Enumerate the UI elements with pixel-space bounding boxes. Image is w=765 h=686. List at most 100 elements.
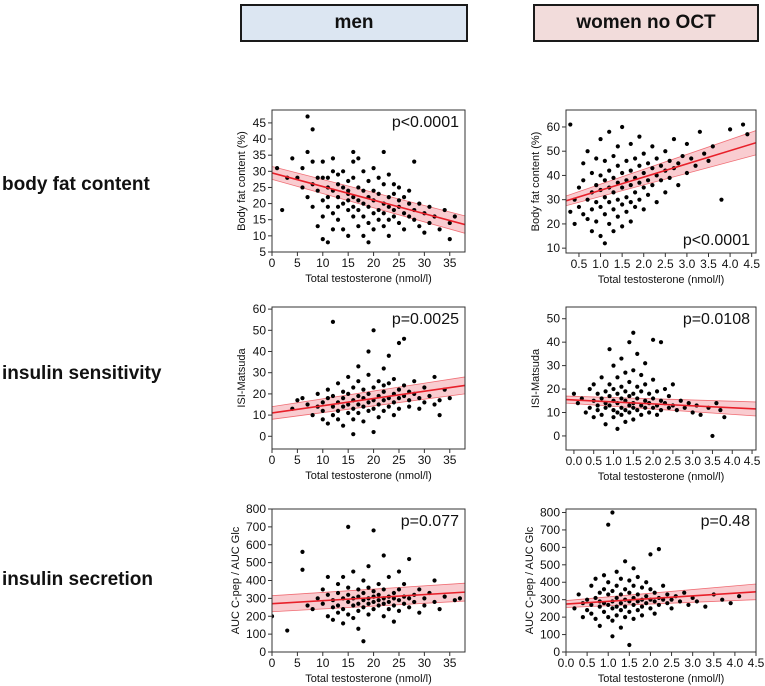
- data-point: [598, 136, 603, 142]
- y-tick-label: 60: [253, 302, 267, 316]
- x-tick-label: 20: [367, 656, 381, 670]
- x-tick-label: 1.5: [621, 656, 638, 670]
- data-point: [401, 336, 407, 341]
- x-tick-label: 2.5: [663, 656, 680, 670]
- data-point: [401, 195, 407, 200]
- data-point: [335, 590, 341, 596]
- data-point: [571, 391, 577, 396]
- y-tick-label: 10: [253, 408, 267, 422]
- x-tick-label: 35: [443, 256, 457, 270]
- data-point: [611, 363, 616, 368]
- y-tick-label: 25: [253, 180, 267, 194]
- data-point: [594, 183, 599, 188]
- data-point: [720, 597, 725, 602]
- data-point: [285, 628, 290, 633]
- data-point: [366, 564, 371, 569]
- data-point: [568, 209, 573, 214]
- data-point: [648, 587, 653, 592]
- data-point: [341, 621, 346, 626]
- data-point: [631, 566, 636, 571]
- data-point: [607, 221, 612, 227]
- data-point: [442, 207, 447, 213]
- data-point: [351, 204, 356, 209]
- data-point: [346, 198, 351, 203]
- y-tick-label: 20: [253, 387, 267, 401]
- y-tick-label: 400: [246, 574, 266, 588]
- x-tick-label: 2.5: [665, 454, 682, 468]
- data-point: [381, 383, 386, 388]
- data-point: [576, 185, 582, 190]
- data-point: [310, 204, 315, 209]
- data-point: [341, 185, 346, 190]
- data-point: [589, 170, 595, 176]
- data-point: [396, 185, 402, 190]
- data-point: [356, 185, 361, 190]
- data-point: [371, 589, 376, 594]
- p-value-label: p=0.077: [401, 513, 459, 530]
- data-point: [346, 585, 351, 590]
- p-value-label: p<0.0001: [392, 114, 459, 131]
- data-point: [361, 578, 366, 583]
- data-point: [627, 578, 632, 583]
- data-point: [320, 587, 325, 592]
- data-point: [594, 219, 599, 224]
- data-point: [335, 408, 341, 413]
- data-point: [618, 576, 623, 581]
- data-point: [654, 173, 659, 178]
- data-point: [320, 236, 325, 242]
- data-point: [361, 233, 366, 238]
- x-tick-label: 0: [269, 656, 276, 670]
- data-point: [376, 598, 381, 603]
- data-point: [401, 601, 407, 606]
- data-point: [341, 169, 346, 174]
- x-tick-label: 4.5: [743, 257, 760, 271]
- data-point: [361, 404, 366, 409]
- data-point: [620, 185, 625, 190]
- data-point: [665, 601, 670, 606]
- data-point: [591, 415, 596, 420]
- plot-frame: [271, 306, 466, 450]
- data-point: [641, 207, 646, 212]
- data-point: [606, 592, 611, 597]
- data-point: [594, 200, 599, 205]
- data-point: [376, 175, 381, 180]
- confidence-band: [566, 583, 756, 608]
- data-point: [589, 583, 594, 588]
- data-point: [581, 161, 586, 166]
- chart-men-secr: 0 5 10 15 20 25 30 35 0 100 200 300 400 500 600 700 800 T…: [230, 502, 466, 685]
- x-tick-label: 25: [392, 453, 406, 467]
- data-point: [381, 601, 386, 606]
- x-tick-label: 4.0: [727, 656, 744, 670]
- x-tick-label: 4.0: [724, 454, 741, 468]
- data-point: [620, 170, 625, 176]
- data-point: [351, 615, 356, 621]
- data-point: [594, 156, 599, 161]
- data-point: [714, 401, 719, 406]
- data-point: [620, 224, 625, 229]
- x-tick-label: 3.0: [684, 454, 701, 468]
- data-point: [371, 211, 376, 216]
- data-point: [447, 396, 452, 401]
- data-point: [407, 201, 412, 206]
- data-point: [330, 319, 336, 324]
- data-point: [599, 375, 604, 380]
- data-point: [376, 592, 381, 597]
- data-point: [671, 136, 677, 142]
- regression-line: [566, 141, 756, 202]
- data-point: [667, 158, 672, 163]
- data-point: [656, 547, 661, 552]
- data-point: [396, 598, 402, 603]
- row-label-insulin-secretion: insulin secretion: [2, 569, 153, 590]
- data-point: [631, 583, 636, 588]
- data-point: [407, 605, 412, 610]
- data-point: [412, 159, 417, 164]
- y-tick-label: 600: [540, 540, 560, 554]
- data-point: [606, 580, 611, 585]
- y-tick-label: 50: [547, 144, 561, 158]
- y-axis-label: AUC C-pep / AUC Glc: [524, 526, 536, 634]
- x-tick-label: 2.0: [642, 656, 659, 670]
- data-point: [585, 197, 590, 202]
- y-tick-label: 35: [253, 148, 267, 162]
- x-tick-label: 2.0: [645, 454, 662, 468]
- data-point: [335, 217, 341, 222]
